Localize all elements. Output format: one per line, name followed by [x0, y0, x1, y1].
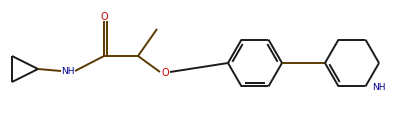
Text: O: O	[161, 67, 169, 77]
Text: O: O	[100, 12, 107, 22]
Text: NH: NH	[372, 82, 385, 91]
Text: NH: NH	[61, 67, 75, 76]
